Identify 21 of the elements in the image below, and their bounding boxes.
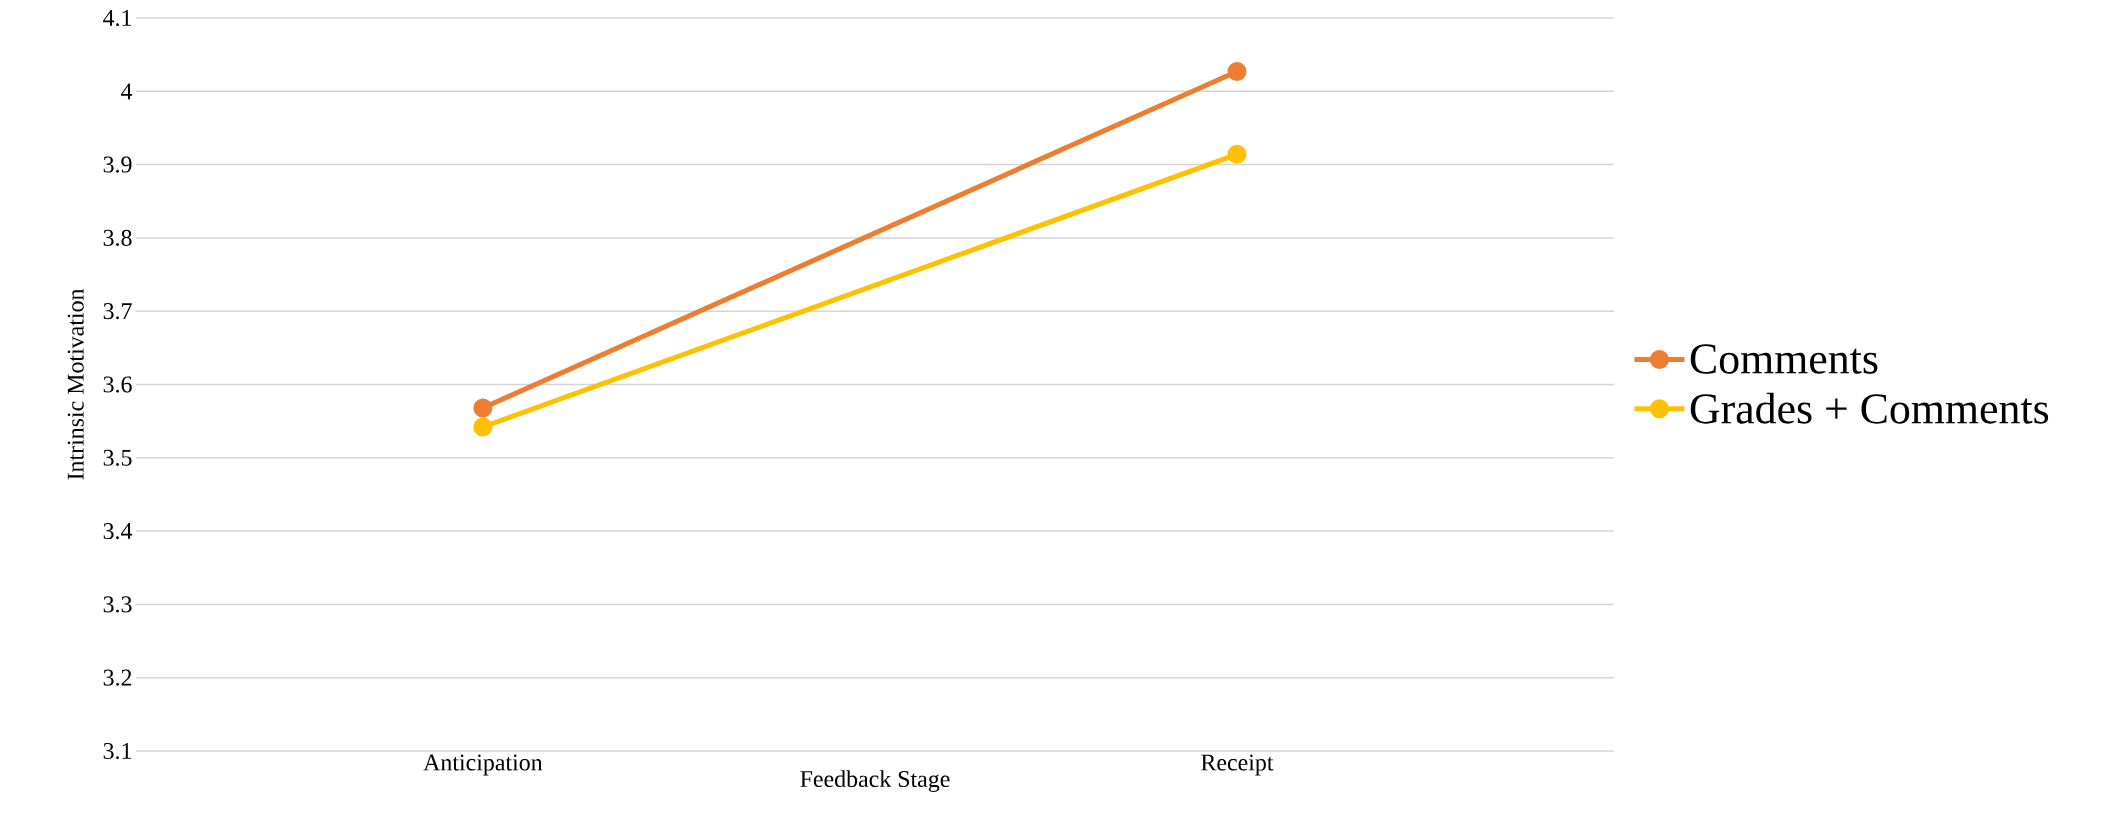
x-tick-label: Anticipation (423, 754, 543, 776)
legend-label: Grades + Comments (1690, 392, 2049, 424)
y-axis-title: Intrinsic Motivation (67, 288, 84, 480)
legend-label: Comments (1690, 344, 1878, 374)
point (473, 398, 493, 418)
x-axis-title: Feedback Stage (800, 770, 950, 793)
y-tick-label: 3.4 (103, 523, 133, 540)
y-tick-label: 3.1 (103, 742, 132, 760)
y-tick-label: 3.9 (103, 156, 132, 173)
y-tick-label: 3.3 (103, 596, 132, 613)
x-tick-label: Receipt (1201, 754, 1274, 776)
y-tick-label: 3.2 (103, 669, 132, 686)
point (473, 417, 493, 437)
point (1227, 144, 1247, 164)
y-tick-label: 4 (120, 83, 133, 100)
y-tick-label: 3.5 (103, 449, 132, 466)
point (1227, 62, 1247, 81)
y-tick-label: 3.8 (103, 229, 132, 247)
y-tick-label: 4.1 (103, 9, 132, 27)
y-tick-label: 3.6 (103, 376, 132, 393)
y-tick-label: 3.7 (103, 303, 132, 320)
